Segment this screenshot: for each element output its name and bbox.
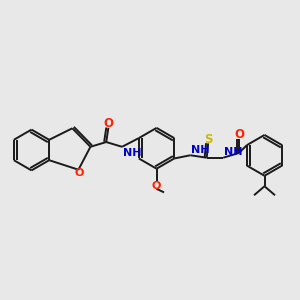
Text: S: S [205, 133, 213, 146]
Text: O: O [75, 168, 84, 178]
Text: NH: NH [224, 147, 242, 157]
Text: NH: NH [123, 148, 141, 158]
Text: NH: NH [191, 145, 209, 155]
Text: O: O [103, 117, 113, 130]
Text: O: O [234, 128, 244, 141]
Text: O: O [151, 182, 160, 191]
